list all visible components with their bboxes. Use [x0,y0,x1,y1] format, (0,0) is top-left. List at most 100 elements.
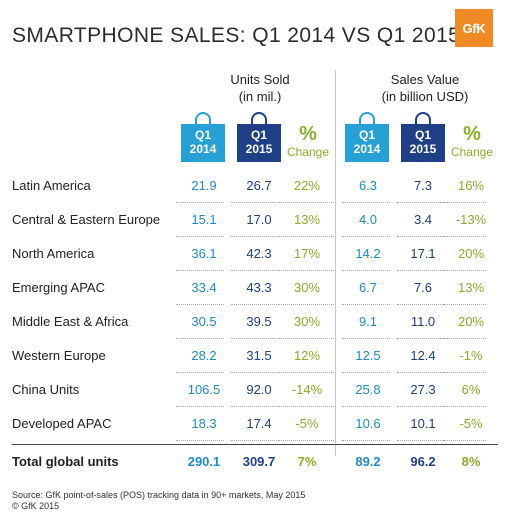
units-change-cell: 17% [293,246,321,261]
row-divider [278,338,334,339]
value-2014-total: 89.2 [355,454,381,469]
table-row: North America 36.1 42.3 17% 14.2 17.1 20% [12,237,498,271]
row-divider [342,440,390,441]
units-2014-cell: 30.5 [191,314,217,329]
row-divider [442,270,486,271]
row-divider [231,270,279,271]
row-divider [442,440,486,441]
units-2015-cell: 43.3 [246,280,272,295]
table-row: China Units 106.5 92.0 -14% 25.8 27.3 6% [12,373,498,407]
row-divider [342,406,390,407]
value-change-cell: 16% [457,178,485,193]
units-2015-cell: 42.3 [246,246,272,261]
units-sold-title: Units Sold [230,72,290,87]
value-2015-total: 96.2 [410,454,436,469]
row-divider [278,236,334,237]
row-divider [231,338,279,339]
units-change-cell: -5% [295,416,319,431]
row-divider [176,202,224,203]
units-2015-cell: 92.0 [246,382,272,397]
units-2014-cell: 106.5 [187,382,221,397]
units-sold-header: Units Sold (in mil.) [200,71,320,105]
sales-value-unit: (in billion USD) [381,89,469,104]
value-change-cell: -13% [455,212,487,227]
region-label: Latin America [12,178,91,193]
row-divider [342,372,390,373]
row-divider [176,406,224,407]
row-divider [397,304,445,305]
row-divider [176,304,224,305]
row-divider [231,236,279,237]
row-divider [342,236,390,237]
row-divider [176,440,224,441]
value-2014-cell: 25.8 [355,382,381,397]
region-label: Developed APAC [12,416,112,431]
q1-2014-bag-icon: Q1 2014 [345,112,389,162]
row-divider [231,406,279,407]
value-2014-cell: 6.3 [358,178,378,193]
row-divider [397,338,445,339]
row-divider [176,338,224,339]
table-row: Developed APAC 18.3 17.4 -5% 10.6 10.1 -5% [12,407,498,441]
value-change-total: 8% [461,454,481,469]
total-label: Total global units [12,454,119,469]
value-change-cell: 20% [457,246,485,261]
units-change-cell: 22% [293,178,321,193]
value-2014-cell: 10.6 [355,416,381,431]
region-label: China Units [12,382,80,397]
row-divider [442,236,486,237]
gfk-logo: GfK [455,9,493,47]
row-divider [442,406,486,407]
row-divider [342,304,390,305]
row-divider [176,270,224,271]
row-divider [231,440,279,441]
value-2015-cell: 10.1 [410,416,436,431]
units-change-cell: 30% [293,314,321,329]
value-2015-cell: 3.4 [413,212,433,227]
region-label: North America [12,246,95,261]
region-label: Middle East & Africa [12,314,129,329]
sales-value-title: Sales Value [390,72,460,87]
total-row: Total global units 290.1 309.7 7% 89.2 9… [12,445,498,479]
section-divider [335,70,336,456]
total-separator [12,444,498,445]
region-label: Western Europe [12,348,106,363]
units-change-header: % Change [286,123,330,159]
value-2015-cell: 27.3 [410,382,436,397]
units-2014-cell: 21.9 [191,178,217,193]
table-row: Emerging APAC 33.4 43.3 30% 6.7 7.6 13% [12,271,498,305]
row-divider [397,236,445,237]
row-divider [231,372,279,373]
units-2014-cell: 28.2 [191,348,217,363]
value-2014-cell: 4.0 [358,212,378,227]
source-note: Source: GfK point-of-sales (POS) trackin… [12,490,305,512]
value-2015-cell: 11.0 [410,314,436,329]
units-change-cell: 30% [293,280,321,295]
q1-2014-bag-icon: Q1 2014 [181,112,225,162]
value-2014-cell: 14.2 [355,246,381,261]
value-change-cell: 13% [457,280,485,295]
units-2014-cell: 33.4 [191,280,217,295]
value-2014-cell: 9.1 [358,314,378,329]
sales-value-header: Sales Value (in billion USD) [360,71,490,105]
units-sold-unit: (in mil.) [238,89,282,104]
value-2015-cell: 12.4 [410,348,436,363]
table-row: Central & Eastern Europe 15.1 17.0 13% 4.0 3.… [12,203,498,237]
row-divider [342,202,390,203]
row-divider [278,202,334,203]
value-2015-cell: 17.1 [410,246,436,261]
value-change-cell: 6% [461,382,481,397]
value-2015-cell: 7.6 [413,280,433,295]
row-divider [278,440,334,441]
row-divider [442,304,486,305]
units-change-cell: 12% [293,348,321,363]
row-divider [231,202,279,203]
row-divider [397,270,445,271]
value-change-cell: -1% [459,348,483,363]
page-title: SMARTPHONE SALES: Q1 2014 VS Q1 2015 [12,24,461,47]
copyright-text: © GfK 2015 [12,501,60,511]
value-2015-cell: 7.3 [413,178,433,193]
row-divider [397,372,445,373]
units-2014-cell: 18.3 [191,416,217,431]
q1-2015-bag-icon: Q1 2015 [401,112,445,162]
